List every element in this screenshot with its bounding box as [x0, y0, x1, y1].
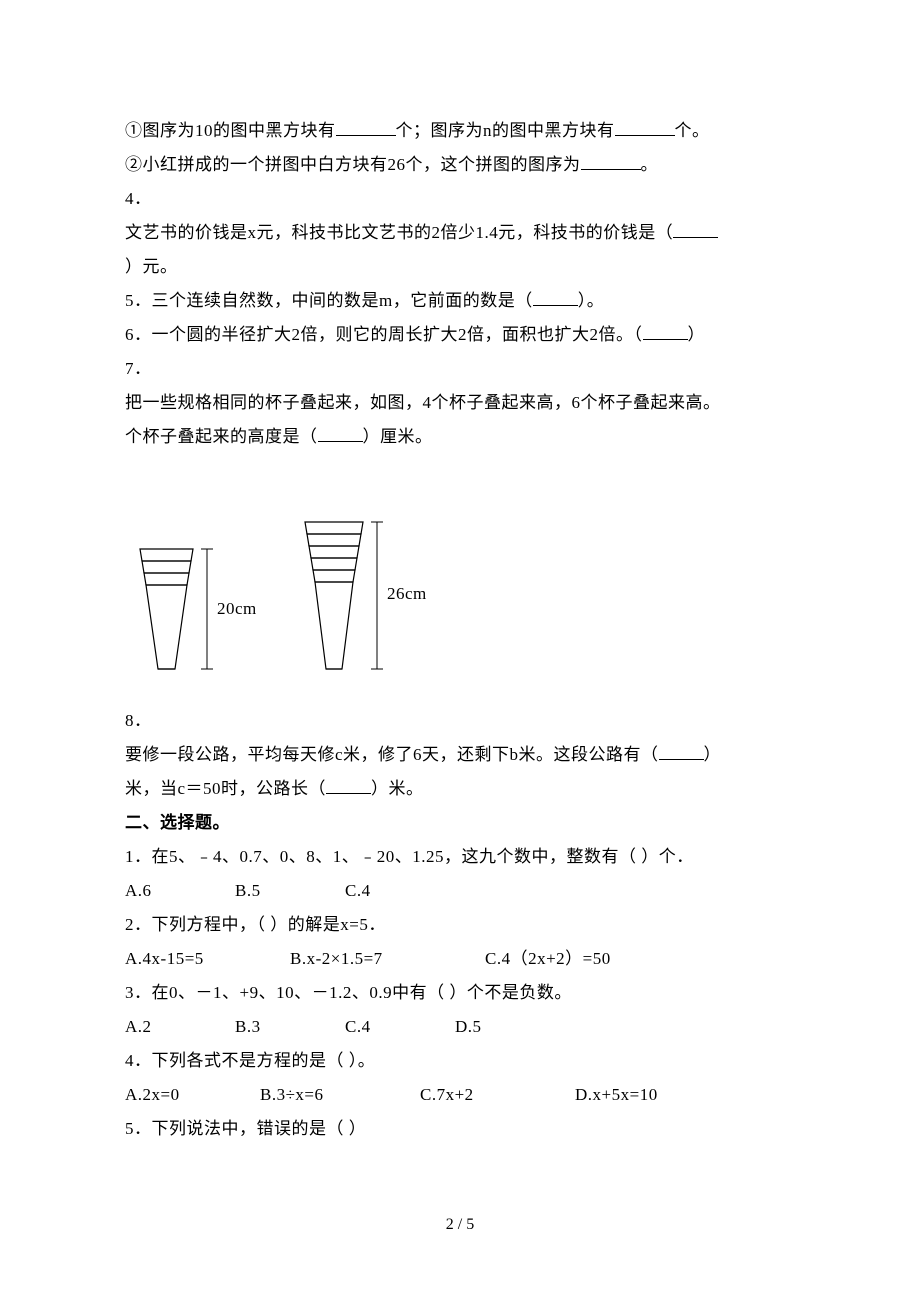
opt-a: A.6: [125, 874, 235, 908]
cup-diagram: 20cm 26cm: [125, 474, 795, 694]
opt-a: A.2x=0: [125, 1078, 260, 1112]
blank: [615, 135, 675, 136]
page-content: ①图序为10的图中黑方块有 个；图序为n的图中黑方块有 个。 ②小红拼成的一个拼图中…: [0, 0, 920, 1146]
text: 个。: [675, 121, 710, 140]
q8-line1: 要修一段公路，平均每天修c米，修了6天，还剩下b米。这段公路有（ ）: [125, 738, 795, 772]
opt-c: C.4（2x+2）=50: [485, 942, 611, 976]
opt-a: A.4x-15=5: [125, 942, 290, 976]
q-cont-line1: ①图序为10的图中黑方块有 个；图序为n的图中黑方块有 个。: [125, 114, 795, 148]
label-20cm: 20cm: [217, 599, 257, 618]
opt-d: D.x+5x=10: [575, 1078, 658, 1112]
text: 要修一段公路，平均每天修c米，修了6天，还剩下b米。这段公路有（: [125, 745, 659, 764]
q-cont-line2: ②小红拼成的一个拼图中白方块有26个，这个拼图的图序为 。: [125, 148, 795, 182]
s2q5-stem: 5．下列说法中，错误的是（ ）: [125, 1112, 795, 1146]
blank: [673, 237, 718, 238]
opt-d: D.5: [455, 1010, 482, 1044]
section2-title: 二、选择题。: [125, 806, 795, 840]
blank: [326, 793, 371, 794]
opt-c: C.7x+2: [420, 1078, 575, 1112]
q7-line1: 把一些规格相同的杯子叠起来，如图，4个杯子叠起来高，6个杯子叠起来高。: [125, 386, 795, 420]
blank: [336, 135, 396, 136]
opt-c: C.4: [345, 874, 371, 908]
text: 6．一个圆的半径扩大2倍，则它的周长扩大2倍，面积也扩大2倍。（: [125, 325, 643, 344]
s2q4-options: A.2x=0B.3÷x=6C.7x+2D.x+5x=10: [125, 1078, 795, 1112]
text: 。: [641, 155, 659, 174]
q4-line2: ）元。: [125, 250, 795, 284]
opt-b: B.5: [235, 874, 345, 908]
opt-c: C.4: [345, 1010, 455, 1044]
text: ）厘米。: [363, 427, 433, 446]
s2q3-options: A.2B.3C.4D.5: [125, 1010, 795, 1044]
q4-num: 4．: [125, 182, 795, 216]
cup-stack-2: 26cm: [305, 522, 427, 669]
s2q3-stem: 3．在0、－1、+9、10、－1.2、0.9中有（ ）个不是负数。: [125, 976, 795, 1010]
q8-num: 8．: [125, 704, 795, 738]
blank: [533, 305, 578, 306]
text: 个；图序为n的图中黑方块有: [396, 121, 615, 140]
opt-b: B.3÷x=6: [260, 1078, 420, 1112]
s2q2-stem: 2．下列方程中，（ ）的解是x=5．: [125, 908, 795, 942]
label-26cm: 26cm: [387, 584, 427, 603]
q4-line1: 文艺书的价钱是x元，科技书比文艺书的2倍少1.4元，科技书的价钱是（: [125, 216, 795, 250]
text: ②小红拼成的一个拼图中白方块有26个，这个拼图的图序为: [125, 155, 581, 174]
text: ）米。: [371, 779, 424, 798]
s2q1-stem: 1．在5、﹣4、0.7、0、8、1、﹣20、1.25，这九个数中，整数有（ ）个…: [125, 840, 795, 874]
text: ）。: [578, 291, 605, 310]
text: 5．三个连续自然数，中间的数是m，它前面的数是（: [125, 291, 533, 310]
q6-line: 6．一个圆的半径扩大2倍，则它的周长扩大2倍，面积也扩大2倍。（ ）: [125, 318, 795, 352]
page-number: 2 / 5: [0, 1216, 920, 1234]
cups-svg: 20cm 26cm: [125, 474, 465, 694]
blank: [643, 339, 688, 340]
s2q1-options: A.6B.5C.4: [125, 874, 795, 908]
text: 文艺书的价钱是x元，科技书比文艺书的2倍少1.4元，科技书的价钱是（: [125, 223, 673, 242]
blank: [581, 169, 641, 170]
q7-line2: 个杯子叠起来的高度是（ ）厘米。: [125, 420, 795, 454]
text: ）: [704, 745, 722, 764]
q7-num: 7．: [125, 352, 795, 386]
s2q2-options: A.4x-15=5B.x-2×1.5=7C.4（2x+2）=50: [125, 942, 795, 976]
blank: [659, 759, 704, 760]
blank: [318, 441, 363, 442]
text: ①图序为10的图中黑方块有: [125, 121, 336, 140]
opt-a: A.2: [125, 1010, 235, 1044]
q5-line: 5．三个连续自然数，中间的数是m，它前面的数是（ ）。: [125, 284, 795, 318]
s2q4-stem: 4．下列各式不是方程的是（ ）。: [125, 1044, 795, 1078]
text: ）: [688, 325, 706, 344]
text: 米，当c＝50时，公路长（: [125, 779, 326, 798]
cup-stack-1: 20cm: [140, 549, 257, 669]
opt-b: B.3: [235, 1010, 345, 1044]
text: 个杯子叠起来的高度是（: [125, 427, 318, 446]
opt-b: B.x-2×1.5=7: [290, 942, 485, 976]
q8-line2: 米，当c＝50时，公路长（ ）米。: [125, 772, 795, 806]
